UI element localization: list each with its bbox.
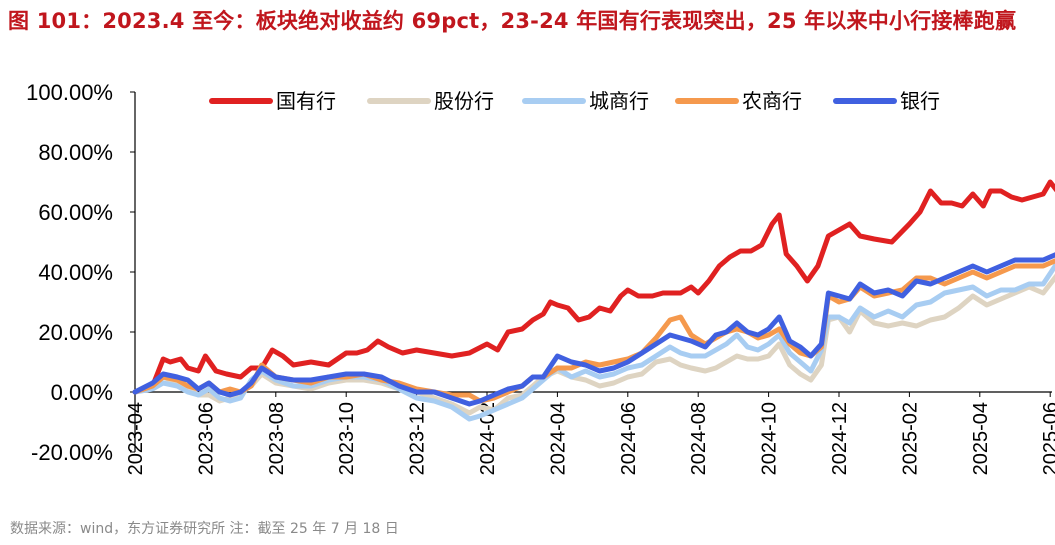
x-tick-label: 2023-08 (266, 402, 288, 475)
x-tick-label: 2023-06 (195, 402, 217, 475)
y-tick-label: 40.00% (38, 260, 113, 285)
x-tick-label: 2025-02 (899, 402, 921, 475)
x-tick-label: 2025-04 (970, 402, 992, 475)
legend-label-4: 银行 (900, 89, 940, 113)
x-tick-label: 2023-12 (407, 402, 429, 475)
legend-label-1: 股份行 (434, 89, 494, 113)
source-note: 数据来源：wind，东方证券研究所 注：截至 25 年 7 月 18 日 (10, 521, 399, 537)
x-tick-label: 2023-10 (336, 402, 358, 475)
series-lines (132, 179, 1055, 422)
legend-label-0: 国有行 (276, 89, 336, 113)
legend-label-3: 农商行 (742, 89, 802, 113)
series-line-1 (132, 273, 1055, 416)
y-tick-label: 0.00% (51, 380, 113, 405)
y-tick-label: 20.00% (38, 320, 113, 345)
legend-label-2: 城商行 (589, 89, 649, 113)
x-tick-label: 2024-02 (477, 402, 499, 475)
x-tick-label: 2024-04 (547, 402, 569, 475)
x-tick-label: 2024-12 (829, 402, 851, 475)
series-line-4 (132, 252, 1055, 407)
series-line-0 (132, 179, 1055, 395)
legend: 国有行 股份行 城商行 农商行 银行 (209, 89, 940, 113)
y-tick-label: 100.00% (26, 80, 113, 105)
x-tick-label: 2024-10 (759, 402, 781, 475)
y-tick-label: 80.00% (38, 140, 113, 165)
x-tick-label: 2024-06 (618, 402, 640, 475)
y-tick-label: 60.00% (38, 200, 113, 225)
chart-title: 图 101：2023.4 至今：板块绝对收益约 69pct，23-24 年国有行… (8, 9, 1017, 33)
series-line-2 (132, 261, 1055, 422)
x-tick-label: 2024-08 (688, 402, 710, 475)
y-tick-label: -20.00% (31, 440, 113, 465)
chart-axes (130, 91, 1052, 453)
x-tick-label: 2023-04 (125, 402, 147, 475)
line-chart: 100.00% 80.00% 60.00% 40.00% 20.00% 0.00% -20.… (26, 80, 1055, 475)
tick-labels: 100.00% 80.00% 60.00% 40.00% 20.00% 0.00% -20.… (26, 80, 1055, 475)
x-tick-label: 2025-06 (1040, 402, 1055, 475)
